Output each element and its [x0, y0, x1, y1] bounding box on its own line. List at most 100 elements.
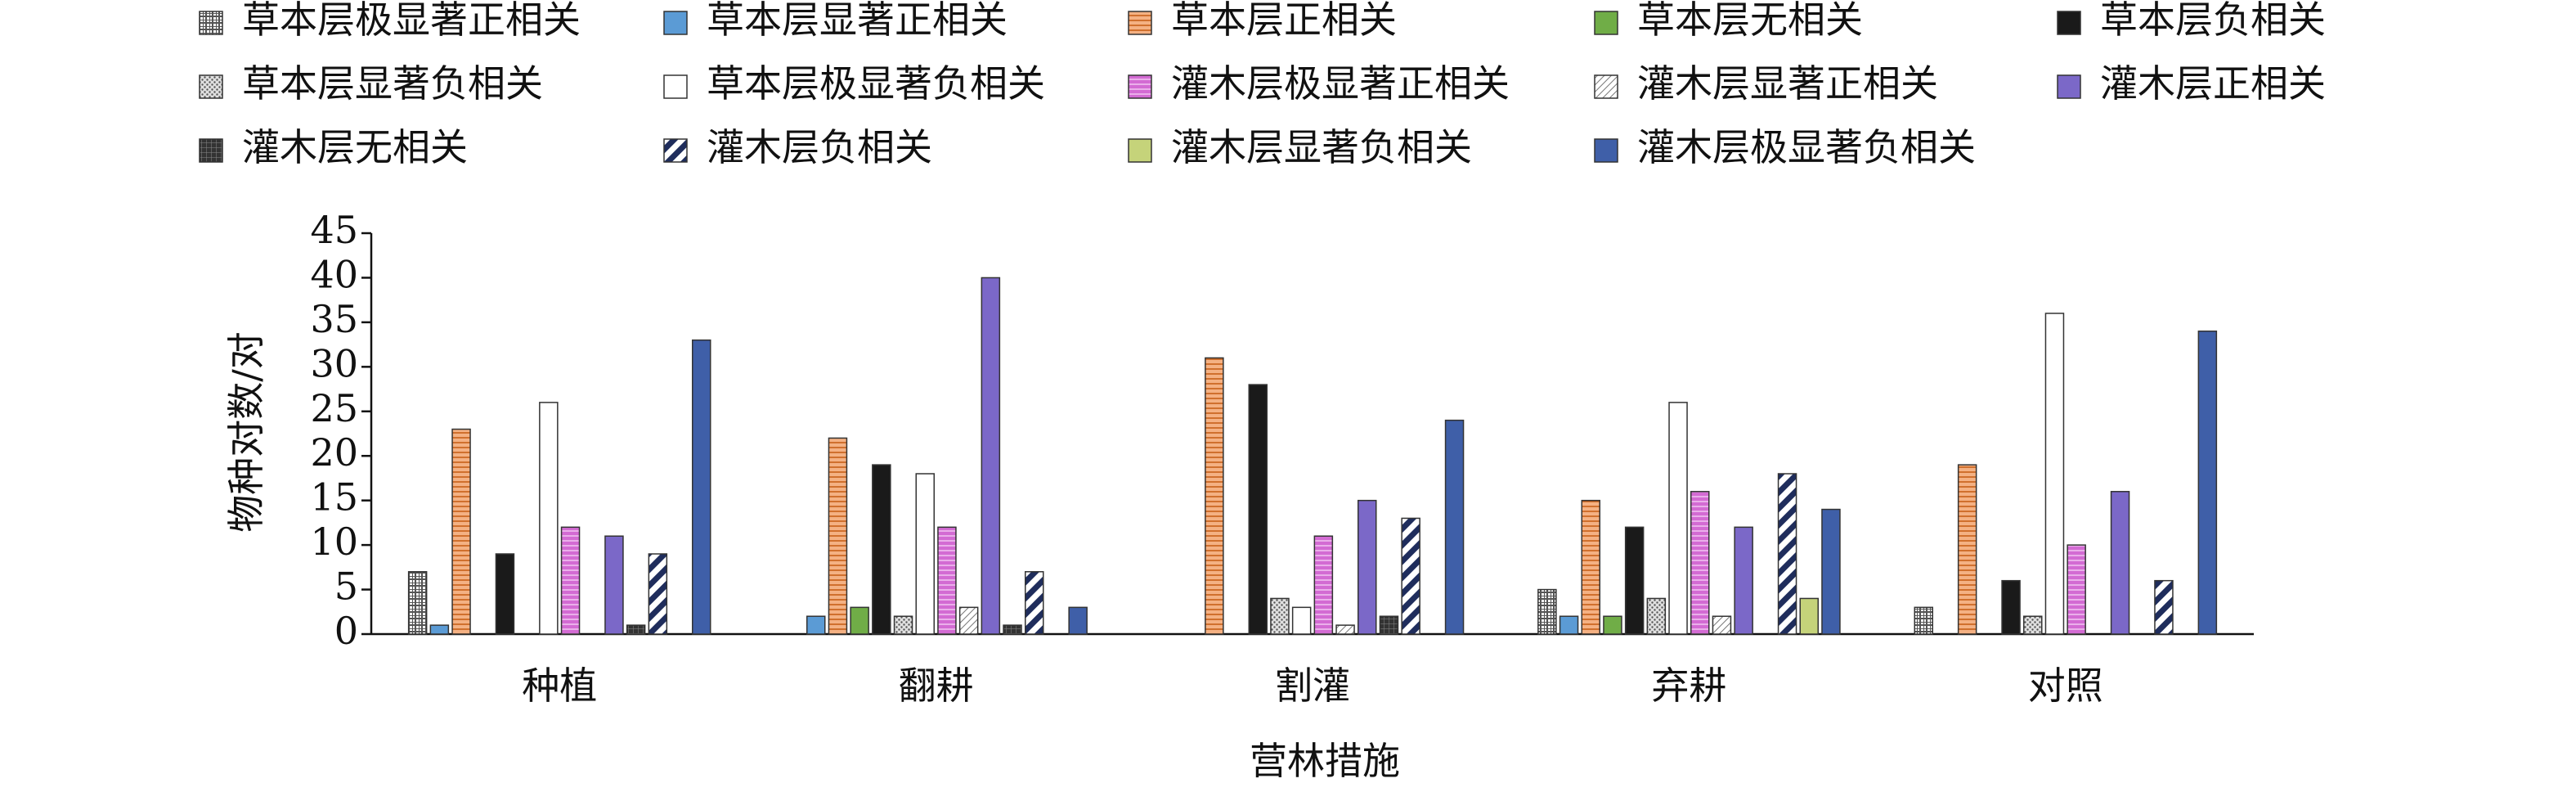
legend-swatch — [1128, 138, 1152, 163]
legend-label: 草本层极显著负相关 — [707, 61, 1045, 106]
bar — [828, 437, 848, 635]
legend-swatch — [1594, 74, 1618, 99]
y-tick-label: 40 — [310, 252, 358, 296]
x-axis-title: 营林措施 — [1250, 739, 1400, 783]
bar — [1777, 473, 1797, 635]
bar — [1291, 606, 1312, 635]
bar — [626, 624, 646, 635]
bar — [1003, 624, 1022, 635]
bar — [2023, 615, 2043, 635]
bar — [981, 277, 1001, 635]
bar — [806, 615, 826, 635]
bar — [1821, 508, 1841, 635]
legend-swatch — [2057, 74, 2081, 99]
bar — [958, 606, 979, 635]
legend-label: 灌木层正相关 — [2100, 61, 2326, 106]
bar — [1401, 517, 1420, 635]
bar — [850, 606, 869, 635]
bar — [1603, 615, 1622, 635]
bar — [2044, 313, 2065, 635]
legend-label: 草本层显著正相关 — [707, 0, 1008, 42]
bar — [1690, 491, 1710, 635]
y-tick-label: 5 — [334, 565, 358, 609]
bar — [1248, 384, 1268, 635]
legend-label: 灌木层极显著正相关 — [1171, 61, 1510, 106]
bar — [1734, 526, 1753, 635]
y-tick-label: 30 — [310, 341, 358, 385]
bar — [407, 571, 428, 635]
bar — [604, 535, 624, 635]
bar — [1205, 357, 1224, 635]
legend-label: 草本层无相关 — [1637, 0, 1863, 42]
bar — [1313, 535, 1334, 635]
x-tick-label: 弃耕 — [1651, 664, 1726, 708]
y-tick-label: 45 — [310, 208, 358, 252]
legend-swatch — [663, 11, 688, 35]
y-tick-label: 25 — [310, 386, 358, 430]
bar — [539, 402, 559, 635]
x-tick-label: 种植 — [522, 664, 597, 708]
bar — [1957, 464, 1977, 635]
legend-label: 草本层正相关 — [1171, 0, 1397, 42]
legend-swatch — [663, 138, 688, 163]
legend-label: 灌木层无相关 — [242, 125, 468, 169]
legend-swatch — [199, 11, 223, 35]
bar — [915, 473, 935, 635]
bar — [893, 615, 913, 635]
legend-label: 草本层负相关 — [2100, 0, 2326, 42]
bar — [1358, 499, 1377, 635]
bar — [1581, 499, 1600, 635]
bar — [872, 464, 891, 635]
bar — [560, 526, 581, 635]
bar — [692, 339, 711, 635]
bar — [2067, 544, 2086, 635]
x-tick-label: 割灌 — [1275, 664, 1350, 708]
bar — [1025, 571, 1044, 635]
bar — [1379, 615, 1399, 635]
bar — [2154, 579, 2174, 635]
legend-label: 灌木层显著负相关 — [1171, 125, 1472, 169]
bar — [495, 553, 515, 635]
bar — [1537, 588, 1557, 635]
legend-swatch — [1594, 11, 1618, 35]
legend-label: 灌木层极显著负相关 — [1637, 125, 1976, 169]
legend-label: 灌木层显著正相关 — [1637, 61, 1938, 106]
bar — [1559, 615, 1579, 635]
legend-swatch — [1128, 11, 1152, 35]
legend-label: 草本层显著负相关 — [242, 61, 543, 106]
legend-swatch — [1128, 74, 1152, 99]
y-tick-label: 35 — [310, 297, 358, 341]
y-tick-label: 20 — [310, 430, 358, 475]
bar — [1270, 597, 1290, 635]
legend-swatch — [199, 74, 223, 99]
y-tick-label: 10 — [310, 520, 358, 564]
bar — [2110, 491, 2130, 635]
bar — [429, 624, 450, 635]
x-tick-label: 对照 — [2028, 664, 2103, 708]
bar — [2197, 331, 2218, 635]
bar — [1668, 402, 1688, 635]
y-axis-title: 物种对数/对 — [224, 331, 268, 533]
bar — [937, 526, 957, 635]
legend-swatch — [663, 74, 688, 99]
bar — [451, 428, 471, 635]
legend-swatch — [2057, 11, 2081, 35]
bar — [1646, 597, 1667, 635]
y-tick-label: 0 — [334, 609, 358, 653]
legend-swatch — [199, 138, 223, 163]
legend-label: 草本层极显著正相关 — [242, 0, 581, 42]
bar — [1712, 615, 1732, 635]
bar — [1335, 624, 1355, 635]
bar — [1914, 606, 1933, 635]
bar — [1624, 526, 1645, 635]
bar — [648, 553, 668, 635]
bar — [1444, 419, 1465, 635]
x-tick-label: 翻耕 — [899, 664, 974, 708]
bar — [2001, 579, 2021, 635]
legend-swatch — [1594, 138, 1618, 163]
bar — [1799, 597, 1819, 635]
y-tick-label: 15 — [310, 475, 358, 520]
legend-label: 灌木层负相关 — [707, 125, 932, 169]
bar — [1068, 606, 1088, 635]
